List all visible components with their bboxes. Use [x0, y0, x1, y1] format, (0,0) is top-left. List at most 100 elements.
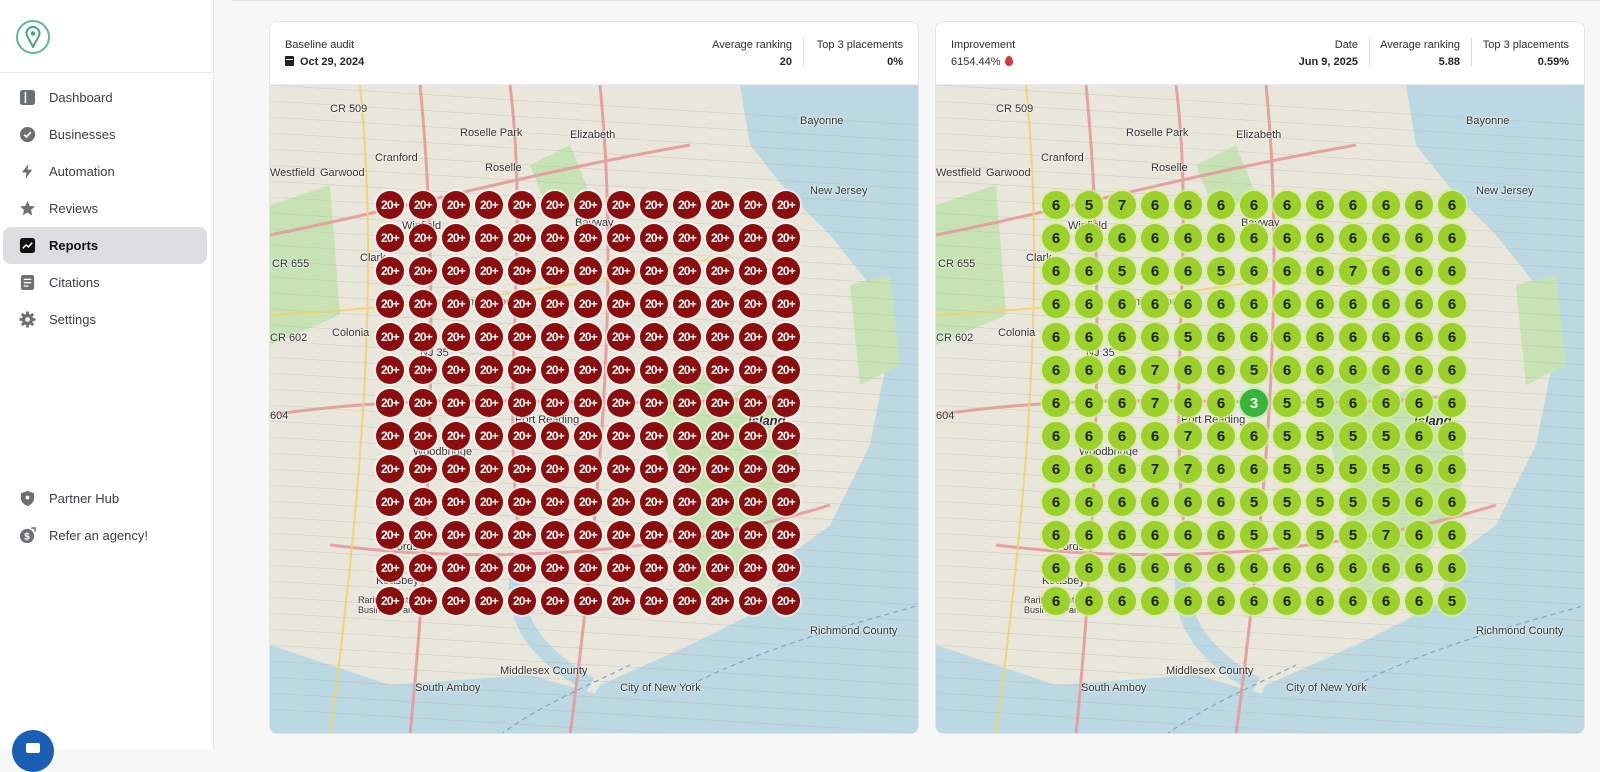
rank-pin[interactable]: 20+	[409, 257, 437, 285]
rank-pin[interactable]: 6	[1042, 356, 1070, 384]
rank-pin[interactable]: 20+	[409, 488, 437, 516]
rank-pin[interactable]: 6	[1372, 323, 1400, 351]
rank-pin[interactable]: 5	[1339, 488, 1367, 516]
rank-pin[interactable]: 20+	[376, 191, 404, 219]
rank-pin[interactable]: 20+	[772, 191, 800, 219]
rank-pin[interactable]: 6	[1273, 191, 1301, 219]
rank-pin[interactable]: 6	[1042, 224, 1070, 252]
rank-pin[interactable]: 6	[1273, 323, 1301, 351]
app-logo[interactable]	[16, 20, 50, 54]
rank-pin[interactable]: 20+	[772, 521, 800, 549]
rank-pin[interactable]: 20+	[607, 455, 635, 483]
rank-pin[interactable]: 6	[1042, 554, 1070, 582]
rank-pin[interactable]: 20+	[706, 290, 734, 318]
rank-pin[interactable]: 20+	[541, 554, 569, 582]
rank-pin[interactable]: 20+	[673, 191, 701, 219]
rank-pin[interactable]: 6	[1108, 554, 1136, 582]
rank-pin[interactable]: 20+	[607, 422, 635, 450]
rank-pin[interactable]: 20+	[475, 422, 503, 450]
rank-pin[interactable]: 20+	[409, 323, 437, 351]
rank-pin[interactable]: 20+	[541, 422, 569, 450]
chat-widget-button[interactable]	[12, 730, 54, 772]
rank-pin[interactable]: 20+	[376, 290, 404, 318]
rank-pin[interactable]: 20+	[475, 290, 503, 318]
rank-pin[interactable]: 5	[1306, 521, 1334, 549]
rank-pin[interactable]: 20+	[673, 389, 701, 417]
rank-pin[interactable]: 20+	[706, 257, 734, 285]
rank-pin[interactable]: 6	[1438, 389, 1466, 417]
rank-pin[interactable]: 5	[1240, 488, 1268, 516]
rank-pin[interactable]: 6	[1207, 587, 1235, 615]
rank-pin[interactable]: 6	[1141, 554, 1169, 582]
rank-pin[interactable]: 6	[1075, 290, 1103, 318]
rank-pin[interactable]: 6	[1042, 455, 1070, 483]
rank-pin[interactable]: 6	[1273, 587, 1301, 615]
rank-pin[interactable]: 20+	[706, 356, 734, 384]
rank-pin[interactable]: 20+	[508, 521, 536, 549]
rank-pin[interactable]: 6	[1174, 521, 1202, 549]
rank-pin[interactable]: 20+	[574, 455, 602, 483]
rank-pin[interactable]: 6	[1174, 488, 1202, 516]
rank-pin[interactable]: 6	[1240, 290, 1268, 318]
rank-pin[interactable]: 20+	[409, 224, 437, 252]
rank-pin[interactable]: 7	[1339, 257, 1367, 285]
rank-pin[interactable]: 6	[1372, 356, 1400, 384]
rank-pin[interactable]: 6	[1042, 422, 1070, 450]
rank-pin[interactable]: 6	[1207, 521, 1235, 549]
rank-pin[interactable]: 6	[1042, 488, 1070, 516]
rank-pin[interactable]: 20+	[475, 521, 503, 549]
rank-pin[interactable]: 20+	[673, 257, 701, 285]
rank-pin[interactable]: 6	[1405, 389, 1433, 417]
rank-pin[interactable]: 6	[1042, 191, 1070, 219]
rank-pin[interactable]: 6	[1075, 455, 1103, 483]
rank-pin[interactable]: 20+	[607, 257, 635, 285]
rank-pin[interactable]: 6	[1207, 356, 1235, 384]
rank-pin[interactable]: 6	[1372, 290, 1400, 318]
rank-pin[interactable]: 5	[1438, 587, 1466, 615]
rank-pin[interactable]: 6	[1207, 488, 1235, 516]
rank-pin[interactable]: 7	[1108, 191, 1136, 219]
rank-pin[interactable]: 20+	[376, 554, 404, 582]
rank-pin[interactable]: 20+	[574, 356, 602, 384]
rank-pin[interactable]: 5	[1108, 257, 1136, 285]
rank-pin[interactable]: 20+	[706, 488, 734, 516]
rank-pin[interactable]: 6	[1042, 290, 1070, 318]
rank-pin[interactable]: 20+	[409, 554, 437, 582]
rank-pin[interactable]: 20+	[706, 323, 734, 351]
rank-pin[interactable]: 20+	[442, 257, 470, 285]
rank-pin[interactable]: 6	[1240, 455, 1268, 483]
rank-pin[interactable]: 6	[1075, 422, 1103, 450]
rank-pin[interactable]: 6	[1339, 356, 1367, 384]
rank-pin[interactable]: 20+	[739, 455, 767, 483]
rank-pin[interactable]: 20+	[673, 488, 701, 516]
rank-pin[interactable]: 20+	[475, 191, 503, 219]
rank-pin[interactable]: 6	[1075, 488, 1103, 516]
sidebar-item-partner-hub[interactable]: Partner Hub	[3, 480, 207, 517]
rank-pin[interactable]: 6	[1240, 224, 1268, 252]
rank-pin[interactable]: 5	[1273, 422, 1301, 450]
rank-pin[interactable]: 20+	[772, 323, 800, 351]
rank-pin[interactable]: 20+	[772, 290, 800, 318]
rank-pin[interactable]: 20+	[508, 554, 536, 582]
rank-pin[interactable]: 6	[1174, 389, 1202, 417]
rank-pin[interactable]: 6	[1042, 587, 1070, 615]
rank-pin[interactable]: 5	[1207, 257, 1235, 285]
rank-pin[interactable]: 20+	[442, 587, 470, 615]
rank-pin[interactable]: 6	[1405, 323, 1433, 351]
rank-pin[interactable]: 20+	[739, 257, 767, 285]
rank-pin[interactable]: 20+	[508, 290, 536, 318]
rank-pin[interactable]: 6	[1075, 356, 1103, 384]
rank-pin[interactable]: 20+	[508, 356, 536, 384]
rank-pin[interactable]: 6	[1174, 587, 1202, 615]
rank-pin[interactable]: 20+	[574, 422, 602, 450]
rank-pin[interactable]: 20+	[376, 455, 404, 483]
rank-pin[interactable]: 20+	[673, 224, 701, 252]
rank-pin[interactable]: 20+	[376, 389, 404, 417]
rank-pin[interactable]: 6	[1372, 587, 1400, 615]
rank-pin[interactable]: 6	[1240, 587, 1268, 615]
rank-pin[interactable]: 6	[1438, 257, 1466, 285]
rank-pin[interactable]: 6	[1141, 290, 1169, 318]
rank-pin[interactable]: 20+	[574, 389, 602, 417]
rank-pin[interactable]: 20+	[376, 257, 404, 285]
rank-pin[interactable]: 20+	[673, 422, 701, 450]
